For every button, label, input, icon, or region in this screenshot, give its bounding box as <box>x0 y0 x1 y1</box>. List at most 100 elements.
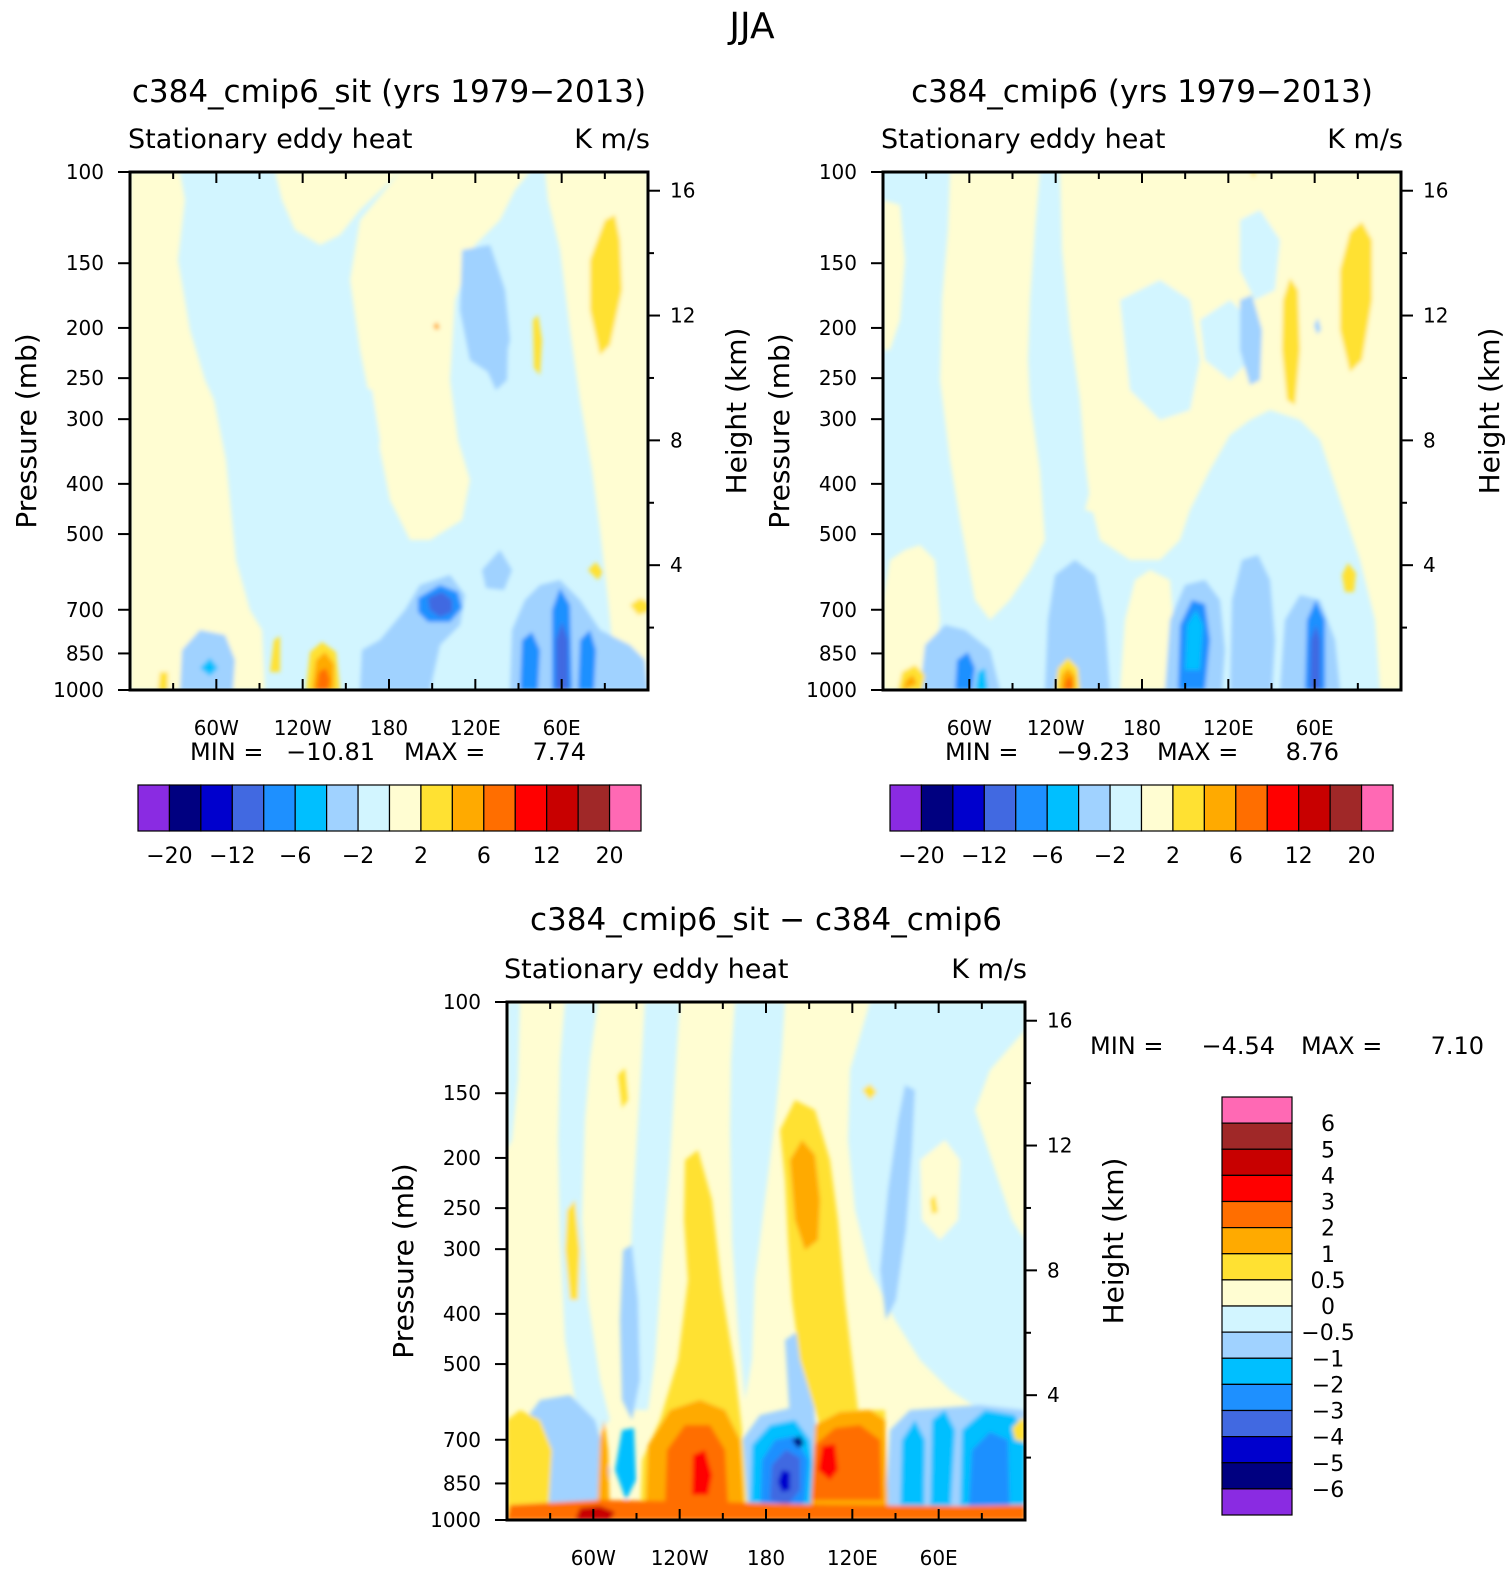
y2-tick-label: 4 <box>1047 1383 1060 1407</box>
positive-region <box>818 1444 838 1480</box>
panel-diff: c384_cmip6_sit − c384_cmip6 Stationary e… <box>387 902 1484 1570</box>
y2-tick-label: 12 <box>670 304 695 328</box>
colorbar-label: −6 <box>279 844 311 869</box>
y-tick-label: 700 <box>819 598 857 622</box>
y2-tick-label: 8 <box>1423 428 1436 452</box>
positive-region <box>692 1450 712 1495</box>
negative-region <box>778 1470 790 1492</box>
colorbar-swatch <box>514 784 548 832</box>
min-value: −10.81 <box>286 738 375 766</box>
y-tick-label: 500 <box>819 522 857 546</box>
positive-region <box>1282 278 1300 405</box>
min-label: MIN = <box>945 738 1018 766</box>
colorbar-swatch <box>388 784 422 832</box>
negative-region <box>968 1432 1010 1520</box>
panel-title: c384_cmip6_sit − c384_cmip6 <box>530 902 1002 938</box>
y2-tick-label: 4 <box>670 553 683 577</box>
left-label: Stationary eddy heat <box>128 124 413 155</box>
y2-tick-label: 12 <box>1423 304 1448 328</box>
min-value: −9.23 <box>1056 738 1130 766</box>
y-tick-label: 150 <box>819 251 857 275</box>
colorbar-swatch <box>1221 1305 1293 1333</box>
y-tick-label: 850 <box>66 641 104 665</box>
negative-region <box>975 668 988 690</box>
positive-region <box>1340 222 1372 372</box>
positive-region <box>130 172 265 690</box>
colorbar-swatch <box>1221 1096 1293 1124</box>
colorbar-label: 20 <box>1348 844 1376 869</box>
negative-region <box>1240 210 1280 300</box>
y2-tick-label: 16 <box>670 179 695 203</box>
x-tick-label: 60W <box>194 716 239 740</box>
colorbar-swatch <box>451 784 485 832</box>
positive-region <box>1012 1418 1025 1442</box>
colorbar-swatch <box>231 784 265 832</box>
y2-tick-label: 12 <box>1047 1134 1072 1158</box>
axes: 60W 120W 180 120E 60E 100 150 200 250 300 400 500 70… <box>10 160 753 740</box>
negative-region <box>785 1330 815 1420</box>
colorbar-label: −6 <box>1031 844 1063 869</box>
x-tick-label: 60E <box>1296 716 1334 740</box>
negative-region <box>1240 295 1262 385</box>
colorbar-swatch <box>1046 784 1080 832</box>
colorbar-label: −12 <box>961 844 1007 869</box>
x-tick-label: 60W <box>571 1546 616 1570</box>
x-tick-label: 180 <box>1123 716 1161 740</box>
colorbar-swatch <box>1203 784 1237 832</box>
y-tick-label: 250 <box>819 366 857 390</box>
y-tick-label: 1000 <box>53 678 104 702</box>
contour-field <box>883 172 1401 690</box>
negative-region <box>310 380 380 510</box>
y2-tick-label: 16 <box>1047 1009 1072 1033</box>
y-tick-label: 100 <box>819 160 857 184</box>
colorbar-swatch <box>1298 784 1331 832</box>
y2-axis-label: Height (km) <box>1097 1158 1130 1325</box>
negative-region <box>1230 555 1275 690</box>
y2-axis-label: Height (km) <box>1473 328 1506 495</box>
max-label: MAX = <box>1157 738 1238 766</box>
positive-region <box>1120 570 1175 690</box>
positive-region <box>350 172 530 540</box>
max-value: 7.10 <box>1431 1032 1484 1060</box>
negative-region <box>1185 610 1203 670</box>
negative-region <box>730 1002 785 1400</box>
negative-region <box>507 1002 520 1150</box>
colorbar-label: 2 <box>1321 1217 1335 1242</box>
positive-region <box>158 672 168 690</box>
y2-tick-label: 8 <box>670 428 683 452</box>
y-tick-label: 400 <box>66 472 104 496</box>
colorbar-swatch <box>1221 1436 1293 1464</box>
x-tick-label: 120E <box>1203 716 1254 740</box>
colorbar-swatch <box>608 784 642 832</box>
colorbar-swatch <box>294 784 328 832</box>
colorbar-label: 0.5 <box>1311 1269 1346 1294</box>
positive-region <box>930 1195 938 1214</box>
right-label: K m/s <box>1327 124 1403 155</box>
colorbar-label: 20 <box>596 844 624 869</box>
min-label: MIN = <box>1090 1032 1163 1060</box>
positive-region <box>275 172 400 245</box>
negative-region <box>620 1245 640 1420</box>
colorbar-label: −12 <box>209 844 255 869</box>
x-tick-label: 180 <box>370 716 408 740</box>
y-tick-label: 200 <box>819 316 857 340</box>
colorbar-label: −6 <box>1312 1478 1344 1503</box>
colorbar-swatch <box>1235 784 1268 832</box>
colorbar: −20 −12 −6 −2 2 6 12 20 <box>137 784 642 869</box>
y-tick-label: 200 <box>66 316 104 340</box>
y-tick-label: 300 <box>66 407 104 431</box>
y-tick-label: 100 <box>443 990 481 1014</box>
colorbar-label: 3 <box>1321 1191 1335 1216</box>
y2-tick-label: 4 <box>1423 553 1436 577</box>
colorbar-swatch <box>983 784 1017 832</box>
y-tick-label: 500 <box>66 522 104 546</box>
colorbar-swatch <box>1221 1462 1293 1490</box>
negative-region <box>1045 560 1110 690</box>
max-value: 8.76 <box>1286 738 1339 766</box>
colorbar-label: 1 <box>1321 1243 1335 1268</box>
positive-region <box>533 315 542 375</box>
y-tick-label: 400 <box>443 1302 481 1326</box>
colorbar-label: −4 <box>1312 1426 1344 1451</box>
y-tick-label: 850 <box>819 641 857 665</box>
